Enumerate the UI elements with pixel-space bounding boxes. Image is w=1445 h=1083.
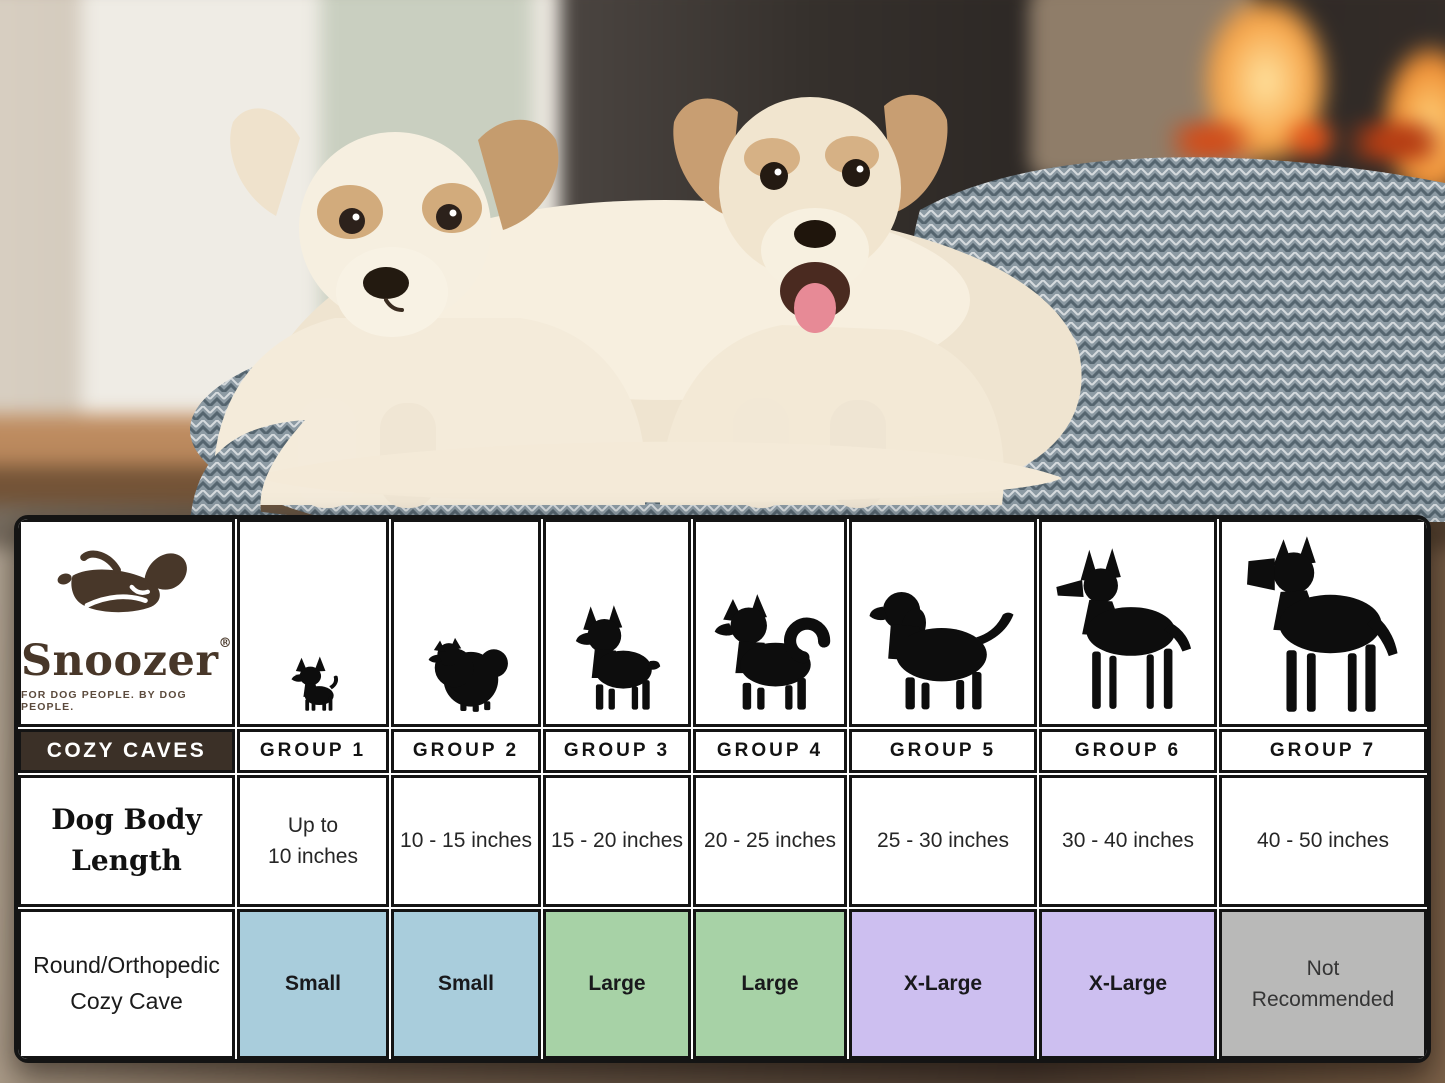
- group-7-header: GROUP 7: [1219, 729, 1427, 773]
- row-label-dog-body-length: Dog Body Length: [51, 803, 202, 877]
- pomeranian-silhouette-icon: [428, 637, 508, 712]
- registered-mark: ®: [218, 636, 233, 651]
- fireplace-embers: [1152, 122, 1441, 160]
- group-4-size: Large: [693, 909, 847, 1059]
- dog-cell-group-7: [1219, 519, 1427, 727]
- doberman-silhouette-icon: [1056, 548, 1192, 709]
- group-1-header: GROUP 1: [237, 729, 389, 773]
- snoozer-dog-logo-icon: [57, 550, 187, 613]
- shiba-inu-silhouette-icon: [714, 594, 831, 710]
- series-label-cozy-caves: COZY CAVES: [18, 729, 235, 773]
- brand-wordmark: Snoozer®: [20, 636, 233, 686]
- chihuahua-silhouette-icon: [290, 656, 338, 711]
- size-value: Large: [741, 972, 799, 996]
- dog-cell-group-6: [1039, 519, 1217, 727]
- group-6-body-length: 30 - 40 inches: [1062, 829, 1194, 853]
- dog-cell-group-3: [543, 519, 691, 727]
- dog-cell-group-2: [391, 519, 541, 727]
- great-dane-silhouette-icon: [1247, 536, 1398, 712]
- group-1-size: Small: [237, 909, 389, 1059]
- size-value: X-Large: [1088, 972, 1168, 996]
- group-7-size: Not Recommended: [1219, 909, 1427, 1059]
- group-6-size: X-Large: [1039, 909, 1217, 1059]
- size-value: Small: [437, 972, 495, 996]
- group-3-size: Large: [543, 909, 691, 1059]
- group-4-header: GROUP 4: [693, 729, 847, 773]
- sizing-table: Snoozer® FOR DOG PEOPLE. BY DOG PEOPLE.: [14, 515, 1431, 1063]
- group-7-body-length: 40 - 50 inches: [1257, 829, 1389, 853]
- bed-rim-left: [190, 420, 305, 522]
- row-label-product: Round/Orthopedic Cozy Cave: [33, 952, 220, 1014]
- group-2-header: GROUP 2: [391, 729, 541, 773]
- group-3-header: GROUP 3: [543, 729, 691, 773]
- brand-logo: Snoozer® FOR DOG PEOPLE. BY DOG PEOPLE.: [18, 519, 235, 727]
- group-1-body-length: Up to 10 inches: [268, 813, 358, 869]
- dog-cell-group-4: [693, 519, 847, 727]
- dog-cell-group-5: [849, 519, 1037, 727]
- group-2-size: Small: [391, 909, 541, 1059]
- dog-cell-group-1: [237, 519, 389, 727]
- dog-bed-photo-art: [190, 94, 1445, 522]
- group-4-body-length: 20 - 25 inches: [704, 829, 836, 853]
- size-value: Not Recommended: [1251, 956, 1395, 1012]
- size-value: Large: [588, 972, 646, 996]
- golden-retriever-silhouette-icon: [869, 592, 1013, 710]
- group-2-body-length: 10 - 15 inches: [400, 829, 532, 853]
- group-3-body-length: 15 - 20 inches: [551, 829, 683, 853]
- size-value: Small: [284, 972, 342, 996]
- group-5-body-length: 25 - 30 inches: [877, 829, 1009, 853]
- group-5-header: GROUP 5: [849, 729, 1037, 773]
- group-5-size: X-Large: [849, 909, 1037, 1059]
- size-value: X-Large: [903, 972, 983, 996]
- boston-terrier-silhouette-icon: [575, 605, 661, 710]
- brand-tagline: FOR DOG PEOPLE. BY DOG PEOPLE.: [21, 689, 187, 713]
- bed-cushion: [255, 441, 1062, 503]
- group-6-header: GROUP 6: [1039, 729, 1217, 773]
